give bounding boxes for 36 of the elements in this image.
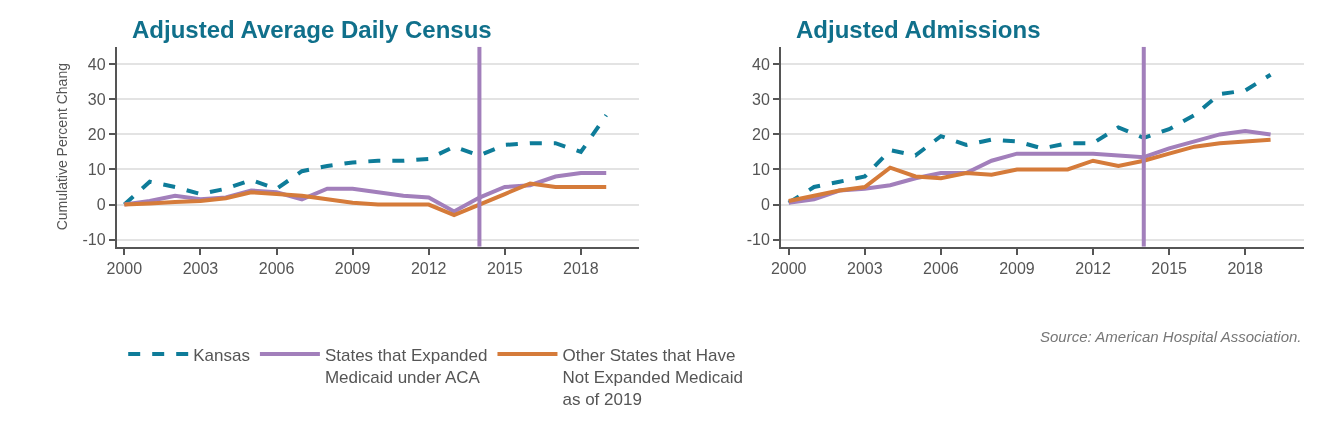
y-axis-title: Cumulative Percent Chang xyxy=(53,63,70,231)
y-tick-label: 0 xyxy=(96,196,106,214)
y-tick-label: 30 xyxy=(752,90,770,108)
x-tick-label: 2000 xyxy=(770,259,807,277)
line-series xyxy=(786,72,1273,205)
legend-label: States that Expanded Medicaid under ACA xyxy=(324,345,488,387)
x-tick-label: 2018 xyxy=(563,259,599,277)
chart-title: Adjusted Admissions xyxy=(796,16,1041,43)
x-tick-label: 2009 xyxy=(999,259,1035,277)
line-series xyxy=(122,181,609,218)
legend-label: Other States that Have Not Expanded Medicaid as of 2019 xyxy=(562,345,743,409)
line-series xyxy=(122,113,609,207)
chart-title: Adjusted Average Daily Census xyxy=(132,16,492,43)
x-tick-label: 2012 xyxy=(410,259,447,277)
x-tick-label: 2006 xyxy=(923,259,959,277)
y-tick-label: 20 xyxy=(87,126,106,143)
x-tick-label: 2015 xyxy=(486,259,523,277)
x-tick-label: 2003 xyxy=(846,259,883,277)
source-note: Source: American Hospital Association. xyxy=(1040,328,1302,345)
y-tick-label: 30 xyxy=(87,90,106,108)
x-tick-label: 2012 xyxy=(1075,259,1111,277)
x-tick-label: 2006 xyxy=(258,259,295,277)
x-tick-label: 2015 xyxy=(1151,259,1188,277)
y-tick-label: 10 xyxy=(87,161,106,179)
y-tick-label: 40 xyxy=(752,55,770,73)
y-tick-label: 40 xyxy=(87,55,106,73)
y-tick-label: 20 xyxy=(752,126,770,143)
x-tick-label: 2000 xyxy=(106,259,143,277)
y-tick-label: -10 xyxy=(82,231,106,249)
x-tick-label: 2018 xyxy=(1227,259,1264,277)
y-tick-label: 0 xyxy=(760,196,770,214)
y-tick-label: -10 xyxy=(746,231,770,249)
x-tick-label: 2003 xyxy=(182,259,219,277)
legend-label: Kansas xyxy=(193,345,250,365)
y-tick-label: 10 xyxy=(752,161,770,179)
x-tick-label: 2009 xyxy=(334,259,371,277)
